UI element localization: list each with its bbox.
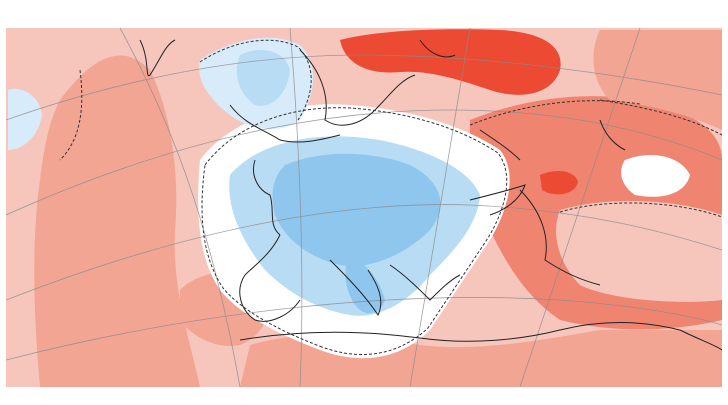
region-north-atlantic-warm: [34, 55, 200, 387]
region-northeast-light: [593, 30, 722, 130]
region-italy-cool: [345, 255, 385, 314]
region-central-europe-cool-core: [272, 153, 441, 266]
region-ural-strong-patch: [540, 170, 578, 195]
region-northwest-russia-warm: [340, 29, 561, 95]
region-east-pale: [556, 200, 722, 302]
region-atlantic-cool-patch: [8, 88, 42, 150]
graticule: [6, 28, 722, 387]
anomaly-contours: [59, 39, 722, 356]
region-east-white-patch: [621, 155, 690, 197]
region-scandinavia-cool-inner: [236, 50, 290, 106]
coastlines: [139, 39, 722, 351]
